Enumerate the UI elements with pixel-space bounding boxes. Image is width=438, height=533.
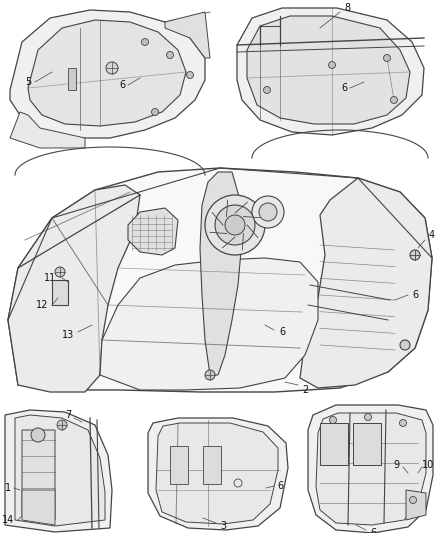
Polygon shape: [22, 430, 55, 520]
Circle shape: [152, 109, 159, 116]
Polygon shape: [300, 178, 432, 388]
Polygon shape: [52, 280, 68, 305]
Circle shape: [399, 419, 406, 426]
Bar: [170, 446, 188, 484]
Text: 10: 10: [422, 460, 434, 470]
Polygon shape: [22, 490, 55, 525]
Text: 9: 9: [393, 460, 399, 470]
Text: 14: 14: [2, 515, 14, 525]
Polygon shape: [156, 423, 278, 524]
Circle shape: [259, 203, 277, 221]
Text: 6: 6: [279, 327, 285, 337]
Polygon shape: [28, 20, 186, 126]
Text: 12: 12: [36, 300, 48, 310]
Polygon shape: [8, 168, 432, 392]
Polygon shape: [200, 172, 242, 375]
Circle shape: [205, 195, 265, 255]
Polygon shape: [237, 8, 424, 135]
Bar: [68, 68, 76, 90]
Polygon shape: [5, 410, 112, 532]
Polygon shape: [10, 10, 205, 138]
Circle shape: [364, 414, 371, 421]
Bar: [353, 423, 381, 465]
Circle shape: [329, 416, 336, 424]
Polygon shape: [165, 12, 210, 58]
Circle shape: [141, 38, 148, 45]
Circle shape: [106, 62, 118, 74]
Polygon shape: [316, 413, 426, 525]
Circle shape: [410, 250, 420, 260]
Polygon shape: [8, 185, 140, 392]
Circle shape: [187, 71, 194, 78]
Bar: [203, 446, 221, 484]
Text: 6: 6: [277, 481, 283, 491]
Circle shape: [328, 61, 336, 69]
Circle shape: [166, 52, 173, 59]
Text: 6: 6: [341, 83, 347, 93]
Polygon shape: [100, 258, 318, 390]
Circle shape: [225, 215, 245, 235]
Polygon shape: [128, 208, 178, 255]
Text: 2: 2: [302, 385, 308, 395]
Circle shape: [55, 267, 65, 277]
Circle shape: [252, 196, 284, 228]
Circle shape: [264, 86, 271, 93]
Circle shape: [391, 96, 398, 103]
Text: 13: 13: [62, 330, 74, 340]
Polygon shape: [148, 418, 288, 530]
Circle shape: [384, 54, 391, 61]
Polygon shape: [15, 415, 105, 526]
Circle shape: [410, 497, 417, 504]
Circle shape: [400, 340, 410, 350]
Circle shape: [215, 205, 255, 245]
Circle shape: [57, 420, 67, 430]
Text: 5: 5: [25, 77, 31, 87]
Bar: [320, 423, 348, 465]
Text: 3: 3: [220, 521, 226, 531]
Circle shape: [31, 428, 45, 442]
Polygon shape: [247, 16, 410, 124]
Text: 7: 7: [65, 410, 71, 420]
Text: 8: 8: [344, 3, 350, 13]
Text: 1: 1: [5, 483, 11, 493]
Polygon shape: [406, 490, 426, 520]
Text: 11: 11: [44, 273, 56, 283]
Circle shape: [205, 370, 215, 380]
Text: 6: 6: [119, 80, 125, 90]
Text: 6: 6: [370, 528, 376, 533]
Text: 4: 4: [429, 230, 435, 240]
Text: 6: 6: [412, 290, 418, 300]
Polygon shape: [308, 405, 433, 533]
Polygon shape: [10, 112, 85, 148]
